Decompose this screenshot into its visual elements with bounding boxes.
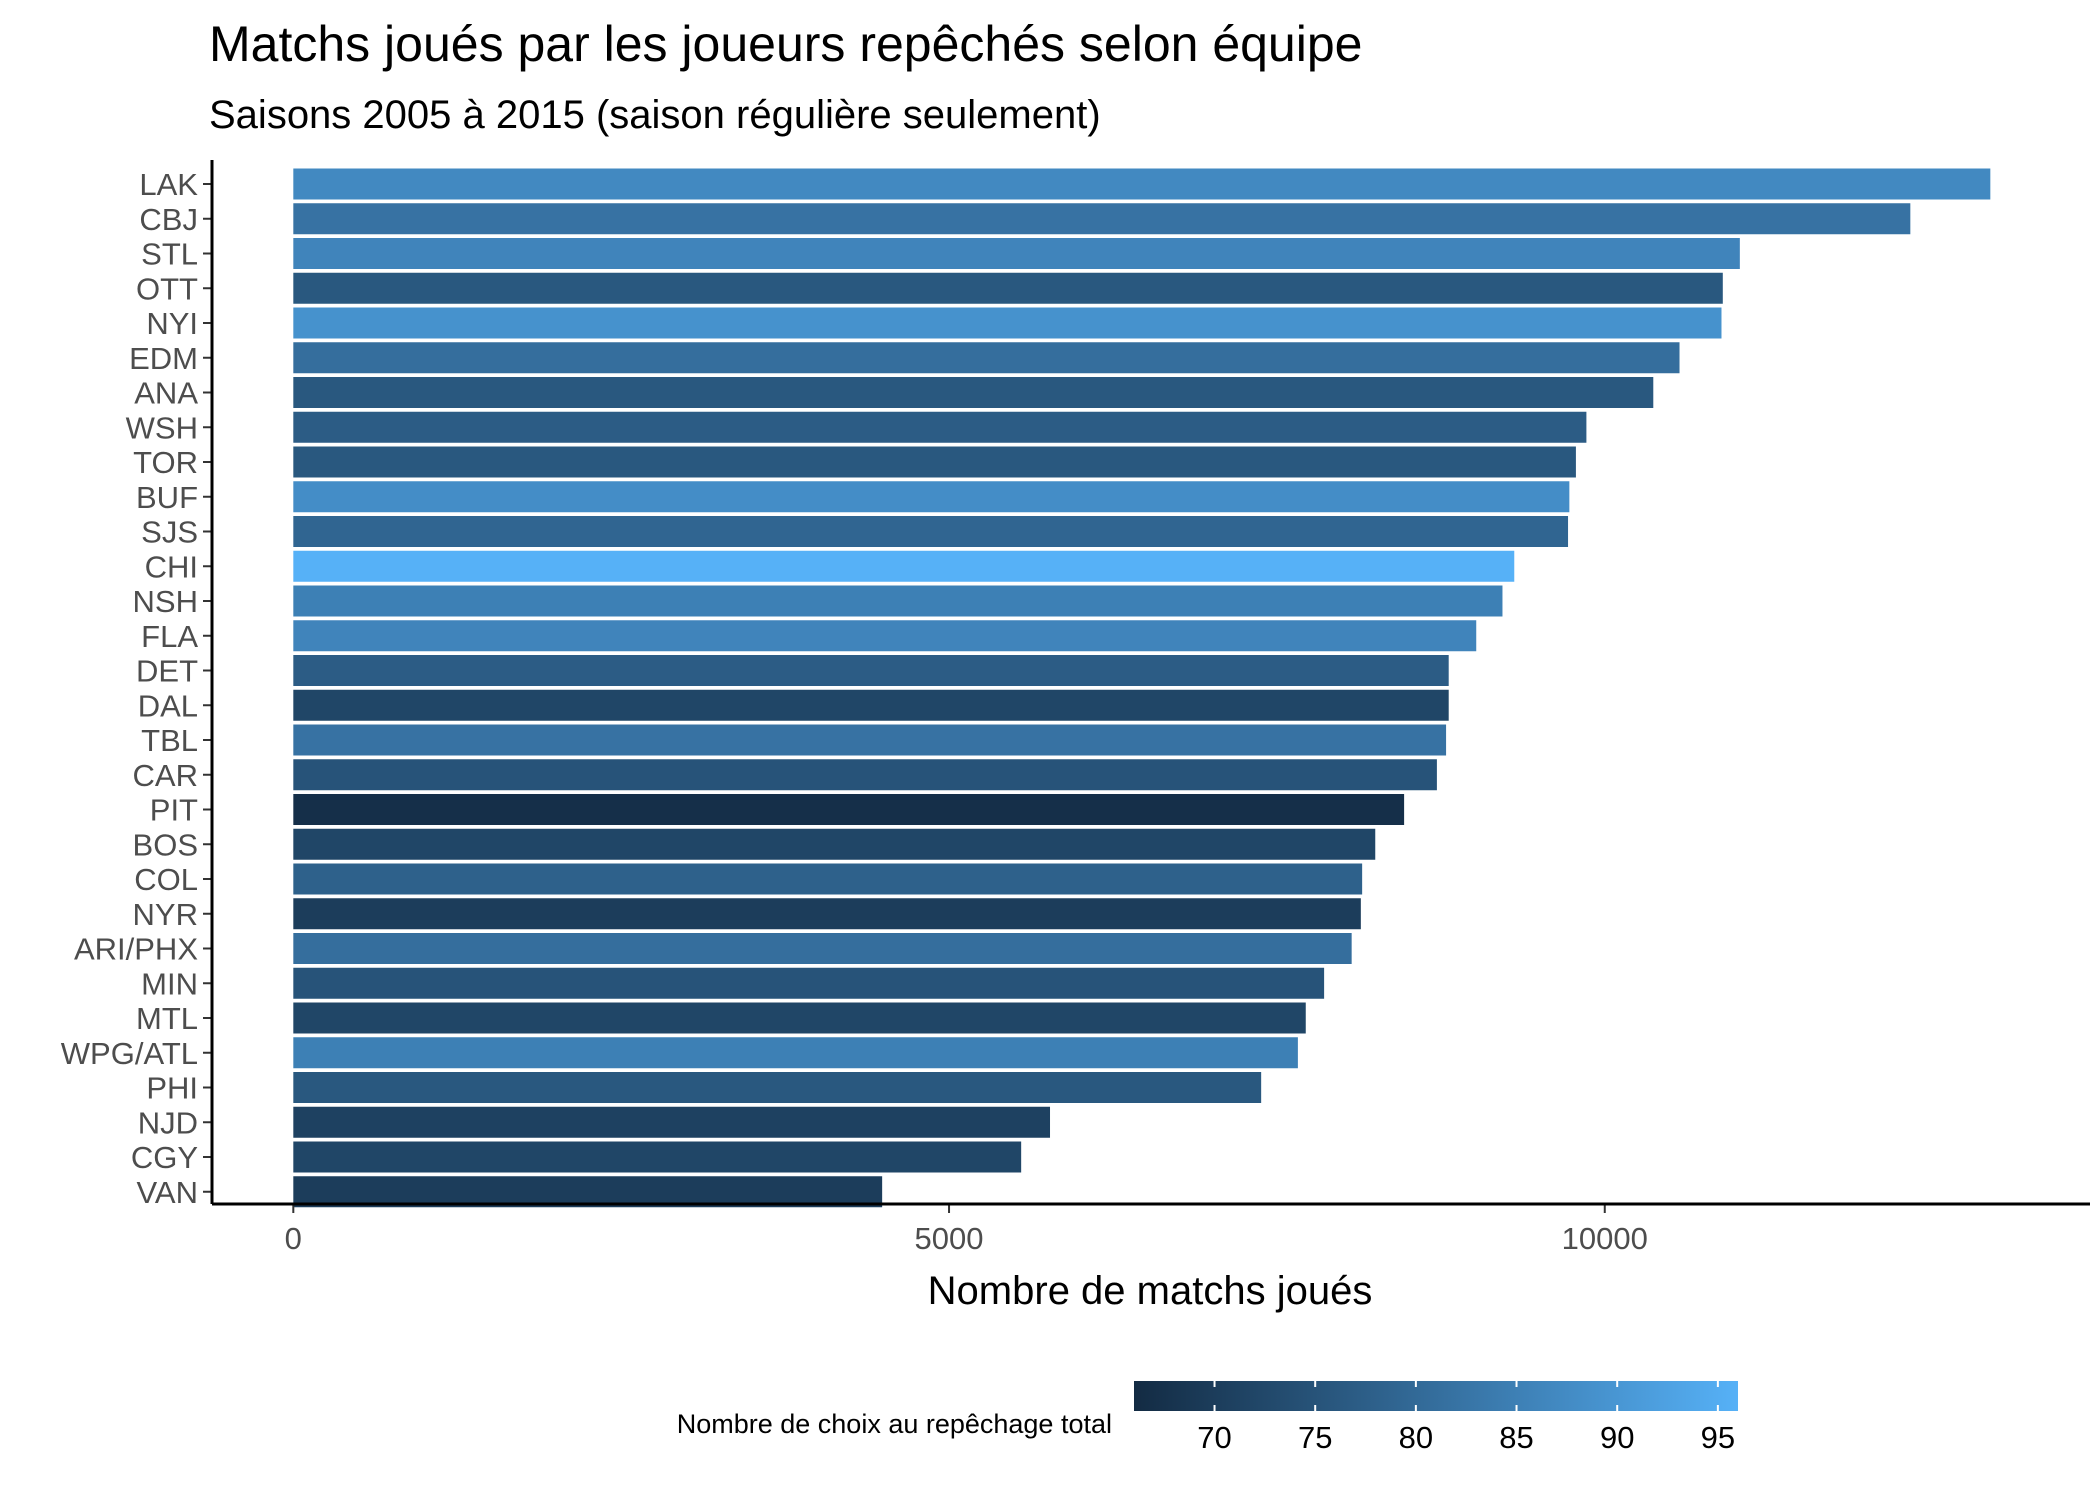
y-tick-label: COL: [134, 862, 198, 897]
bar-det: [293, 655, 1449, 686]
y-tick-label: NYR: [133, 897, 198, 932]
chart-title: Matchs joués par les joueurs repêchés se…: [209, 16, 1362, 72]
y-tick-label: ANA: [134, 376, 198, 411]
bar-edm: [293, 342, 1680, 374]
bar-ott: [293, 272, 1723, 304]
legend-tick-label: 75: [1298, 1420, 1332, 1455]
bar-nsh: [293, 585, 1503, 617]
y-tick-label: BOS: [133, 827, 198, 862]
y-tick-label: SJS: [141, 515, 198, 550]
x-axis-ticks: 0 5000 10000: [285, 1204, 1648, 1256]
legend-tick-label: 70: [1197, 1420, 1231, 1455]
y-tick-label: CBJ: [139, 202, 198, 237]
x-tick-label: 10000: [1562, 1221, 1648, 1256]
y-tick-label: BUF: [136, 480, 198, 515]
bar-stl: [293, 238, 1740, 269]
y-tick-label: CAR: [133, 758, 198, 793]
bar-ari-phx: [293, 933, 1352, 964]
legend-tick-label: 95: [1701, 1420, 1735, 1455]
bar-col: [293, 863, 1363, 895]
y-tick-label: MIN: [141, 966, 198, 1001]
x-tick-label: 0: [285, 1221, 302, 1256]
y-tick-label: LAK: [139, 167, 198, 202]
legend-ticks: 70 75 80 85 90 95: [1197, 1381, 1735, 1455]
x-tick-label: 5000: [915, 1221, 984, 1256]
bar-mtl: [293, 1002, 1306, 1034]
y-tick-label: OTT: [136, 271, 198, 306]
bar-van: [293, 1176, 883, 1208]
y-tick-label: NYI: [146, 306, 198, 341]
bars-group: [293, 168, 1991, 1208]
y-tick-label: EDM: [129, 341, 198, 376]
y-tick-label: CHI: [145, 549, 198, 584]
bar-tor: [293, 446, 1576, 478]
bar-chi: [293, 550, 1515, 582]
bar-buf: [293, 481, 1570, 513]
color-legend: Nombre de choix au repêchage total 70 75 8…: [677, 1381, 1738, 1455]
y-tick-label: TOR: [133, 445, 198, 480]
bar-tbl: [293, 724, 1447, 756]
x-axis-label: Nombre de matchs joués: [928, 1269, 1373, 1313]
bar-cgy: [293, 1141, 1022, 1173]
legend-tick-label: 80: [1399, 1420, 1433, 1455]
bar-pit: [293, 794, 1405, 825]
y-tick-label: PHI: [146, 1071, 198, 1106]
chart-subtitle: Saisons 2005 à 2015 (saison régulière se…: [209, 93, 1101, 137]
bar-sjs: [293, 516, 1569, 547]
legend-tick-label: 90: [1600, 1420, 1634, 1455]
bar-ana: [293, 377, 1654, 408]
y-tick-label: STL: [141, 237, 198, 272]
legend-colorbar: [1134, 1381, 1738, 1411]
y-tick-label: CGY: [131, 1140, 198, 1175]
y-tick-label: PIT: [150, 793, 198, 828]
bar-nyr: [293, 898, 1361, 930]
y-tick-label: WSH: [126, 410, 198, 445]
legend-tick-label: 85: [1499, 1420, 1533, 1455]
legend-title: Nombre de choix au repêchage total: [677, 1409, 1112, 1439]
y-tick-label: DET: [136, 654, 198, 689]
y-tick-label: FLA: [141, 619, 198, 654]
y-tick-label: MTL: [136, 1001, 198, 1036]
bar-lak: [293, 168, 1991, 200]
y-tick-label: DAL: [138, 688, 198, 723]
bar-wpg-atl: [293, 1037, 1298, 1069]
bar-phi: [293, 1072, 1262, 1103]
bar-bos: [293, 828, 1376, 860]
y-tick-label: WPG/ATL: [61, 1036, 198, 1071]
y-axis-ticks: LAKCBJSTLOTTNYIEDMANAWSHTORBUFSJSCHINSHF…: [61, 167, 212, 1210]
bar-car: [293, 759, 1437, 791]
bar-dal: [293, 689, 1449, 721]
y-tick-label: NJD: [138, 1105, 198, 1140]
y-tick-label: VAN: [137, 1175, 198, 1210]
bar-fla: [293, 620, 1477, 652]
bar-cbj: [293, 203, 1911, 235]
bar-nyi: [293, 307, 1722, 339]
bar-njd: [293, 1106, 1051, 1138]
bar-min: [293, 967, 1325, 999]
bar-wsh: [293, 411, 1587, 443]
y-tick-label: NSH: [133, 584, 198, 619]
y-tick-label: ARI/PHX: [74, 932, 198, 967]
y-tick-label: TBL: [141, 723, 198, 758]
